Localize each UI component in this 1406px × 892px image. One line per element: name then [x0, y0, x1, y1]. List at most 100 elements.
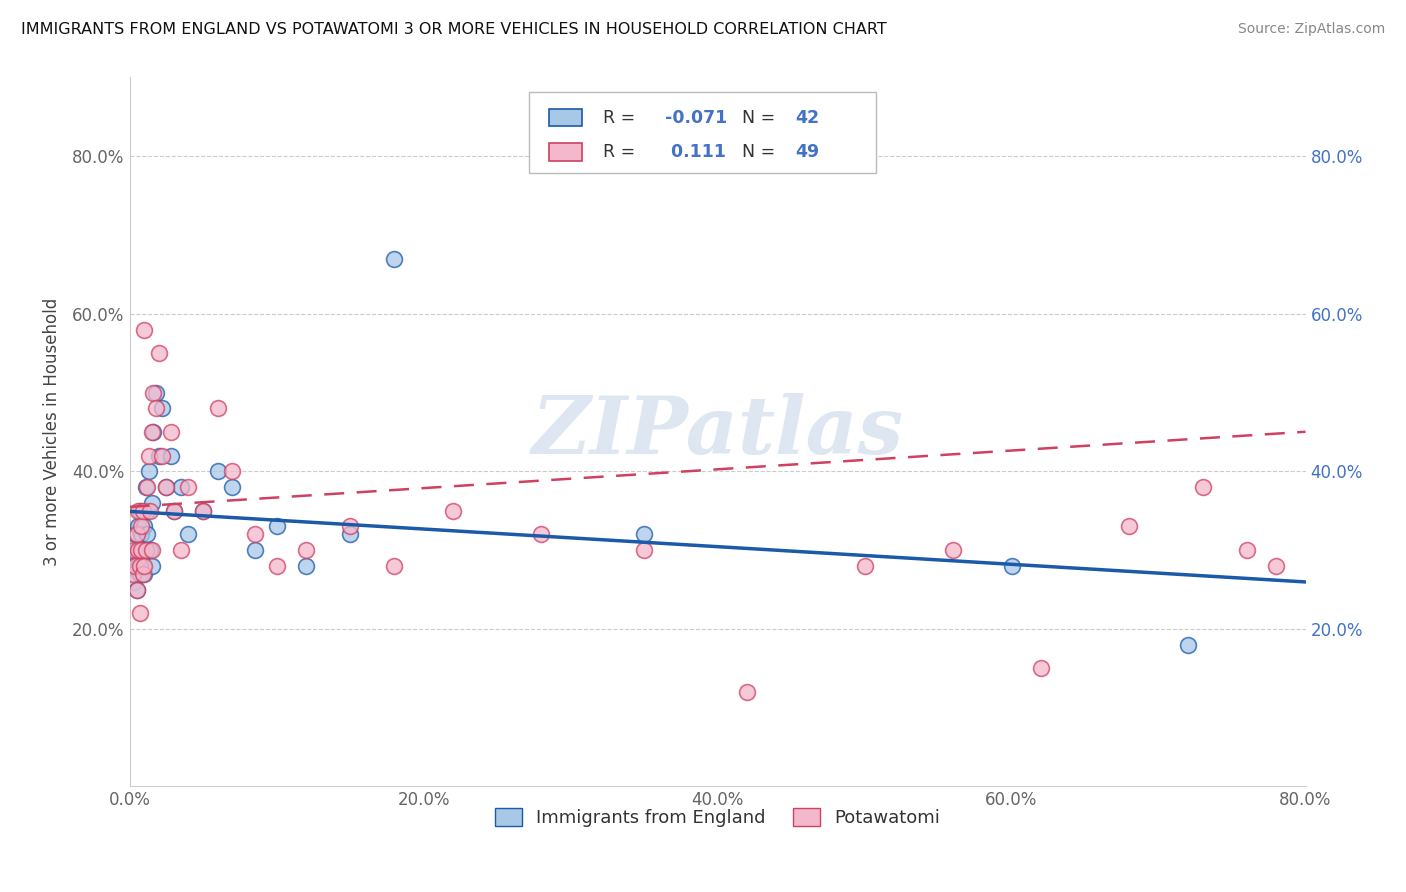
Text: N =: N = — [742, 109, 776, 127]
Point — [127, 558, 149, 573]
Text: Source: ZipAtlas.com: Source: ZipAtlas.com — [1237, 22, 1385, 37]
Legend: Immigrants from England, Potawatomi: Immigrants from England, Potawatomi — [488, 800, 948, 834]
Point — [121, 566, 143, 581]
Point — [1191, 480, 1213, 494]
FancyBboxPatch shape — [550, 143, 582, 161]
Point — [1000, 558, 1022, 573]
Text: ZIPatlas: ZIPatlas — [531, 393, 904, 471]
Point — [125, 543, 148, 558]
Point — [141, 558, 163, 573]
Point — [159, 425, 181, 439]
Point — [150, 401, 173, 416]
Point — [132, 566, 155, 581]
Point — [339, 527, 361, 541]
Point — [128, 566, 150, 581]
Point — [142, 385, 165, 400]
FancyBboxPatch shape — [530, 92, 876, 173]
Point — [735, 685, 758, 699]
Point — [136, 480, 159, 494]
Point — [134, 322, 156, 336]
Point — [141, 543, 163, 558]
Point — [243, 543, 266, 558]
Point — [148, 346, 170, 360]
Point — [1236, 543, 1258, 558]
Point — [134, 566, 156, 581]
Point — [441, 504, 464, 518]
Point — [942, 543, 965, 558]
Point — [163, 504, 186, 518]
Point — [122, 574, 145, 589]
Point — [339, 519, 361, 533]
Point — [141, 425, 163, 439]
Point — [136, 504, 159, 518]
Point — [633, 543, 655, 558]
Point — [221, 480, 243, 494]
Point — [131, 519, 153, 533]
Point — [135, 480, 157, 494]
Point — [128, 606, 150, 620]
Point — [155, 480, 177, 494]
Point — [295, 558, 318, 573]
Point — [1265, 558, 1288, 573]
Point — [266, 519, 288, 533]
Text: N =: N = — [742, 143, 776, 161]
Point — [177, 527, 200, 541]
Point — [131, 527, 153, 541]
Point — [159, 449, 181, 463]
Point — [121, 558, 143, 573]
Point — [132, 558, 155, 573]
Point — [266, 558, 288, 573]
Point — [131, 543, 153, 558]
Point — [128, 558, 150, 573]
Point — [207, 464, 229, 478]
Point — [148, 449, 170, 463]
Point — [127, 519, 149, 533]
Point — [134, 558, 156, 573]
Point — [145, 385, 167, 400]
Point — [136, 527, 159, 541]
Point — [124, 558, 146, 573]
Point — [127, 504, 149, 518]
Point — [134, 519, 156, 533]
Point — [221, 464, 243, 478]
Text: 49: 49 — [796, 143, 820, 161]
Point — [1118, 519, 1140, 533]
Point — [633, 527, 655, 541]
Point — [163, 504, 186, 518]
Point — [170, 543, 193, 558]
Point — [853, 558, 876, 573]
Point — [530, 527, 553, 541]
Text: 42: 42 — [796, 109, 820, 127]
Point — [150, 449, 173, 463]
Point — [139, 543, 162, 558]
Point — [135, 543, 157, 558]
Text: IMMIGRANTS FROM ENGLAND VS POTAWATOMI 3 OR MORE VEHICLES IN HOUSEHOLD CORRELATIO: IMMIGRANTS FROM ENGLAND VS POTAWATOMI 3 … — [21, 22, 887, 37]
Point — [1029, 661, 1052, 675]
Text: R =: R = — [603, 143, 636, 161]
Point — [142, 425, 165, 439]
Point — [382, 558, 405, 573]
Point — [207, 401, 229, 416]
Point — [138, 449, 160, 463]
Point — [191, 504, 214, 518]
FancyBboxPatch shape — [550, 109, 582, 127]
Point — [139, 504, 162, 518]
Point — [295, 543, 318, 558]
Point — [170, 480, 193, 494]
Text: R =: R = — [603, 109, 636, 127]
Point — [124, 527, 146, 541]
Point — [177, 480, 200, 494]
Point — [128, 504, 150, 518]
Point — [155, 480, 177, 494]
Point — [131, 543, 153, 558]
Point — [141, 496, 163, 510]
Point — [243, 527, 266, 541]
Point — [125, 582, 148, 597]
Point — [125, 527, 148, 541]
Point — [191, 504, 214, 518]
Text: -0.071: -0.071 — [665, 109, 727, 127]
Point — [1177, 638, 1199, 652]
Point — [125, 582, 148, 597]
Y-axis label: 3 or more Vehicles in Household: 3 or more Vehicles in Household — [44, 298, 60, 566]
Point — [138, 464, 160, 478]
